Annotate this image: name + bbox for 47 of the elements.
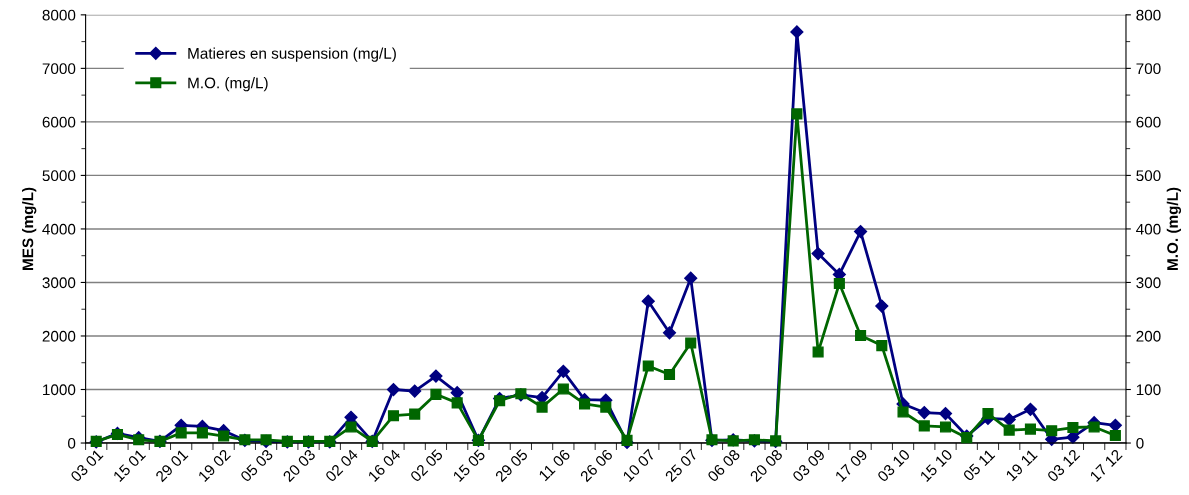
legend-label: Matieres en suspension (mg/L) (188, 47, 396, 62)
x-tick-label: 05 03 (239, 448, 274, 483)
x-tick-label: 02 04 (324, 448, 359, 483)
y2-tick-label: 700 (1136, 63, 1161, 75)
y2-tick-label: 400 (1136, 223, 1161, 235)
x-tick-label: 25 07 (664, 448, 699, 483)
x-tick-label: 20 03 (282, 448, 317, 483)
y-tick-label: 0 (67, 437, 76, 449)
y2-tick-label: 500 (1136, 170, 1161, 182)
x-tick-label: 15 10 (919, 448, 954, 483)
y2-axis-title: M.O. (mg/L) (1166, 187, 1182, 270)
x-tick-label: 19 11 (1005, 448, 1038, 482)
y-tick-label: 2000 (42, 330, 76, 342)
x-tick-label: 17 09 (834, 448, 869, 483)
y2-tick-label: 800 (1136, 9, 1161, 21)
x-tick-label: 29 05 (494, 448, 529, 483)
x-tick-label: 15 01 (112, 448, 147, 483)
y-tick-label: 7000 (42, 63, 76, 75)
x-tick-label: 20 08 (749, 448, 784, 483)
x-tick-label: 10 07 (622, 448, 656, 483)
x-tick-label: 11 06 (538, 448, 571, 482)
x-tick-label: 15 05 (452, 448, 486, 483)
x-tick-label: 05 11 (962, 448, 996, 482)
x-tick-label: 26 06 (579, 448, 614, 483)
x-tick-label: 02 05 (409, 448, 444, 483)
x-tick-label: 03 10 (876, 448, 911, 483)
x-tick-label: 06 08 (706, 448, 741, 483)
y-tick-label: 5000 (42, 170, 76, 182)
x-tick-label: 03 12 (1046, 448, 1081, 483)
y2-tick-label: 600 (1136, 116, 1161, 128)
y2-tick-label: 200 (1136, 330, 1161, 342)
x-tick-label: 19 02 (197, 448, 232, 483)
x-tick-label: 16 04 (367, 448, 402, 483)
y2-tick-label: 0 (1136, 437, 1144, 449)
y2-tick-label: 100 (1136, 384, 1161, 396)
y-axis-title: MES (mg/L) (22, 187, 37, 270)
x-tick-label: 29 01 (154, 448, 189, 483)
y-tick-label: 6000 (42, 116, 76, 128)
y-tick-label: 8000 (42, 9, 76, 21)
legend-label: M.O. (mg/L) (188, 77, 268, 92)
y-tick-label: 4000 (42, 223, 76, 235)
y2-tick-label: 300 (1136, 277, 1161, 289)
y-tick-label: 3000 (42, 277, 76, 289)
y-tick-label: 1000 (43, 384, 76, 396)
x-tick-label: 03 09 (791, 448, 826, 483)
x-tick-label: 03 01 (69, 448, 104, 483)
x-tick-label: 17 12 (1089, 448, 1123, 482)
